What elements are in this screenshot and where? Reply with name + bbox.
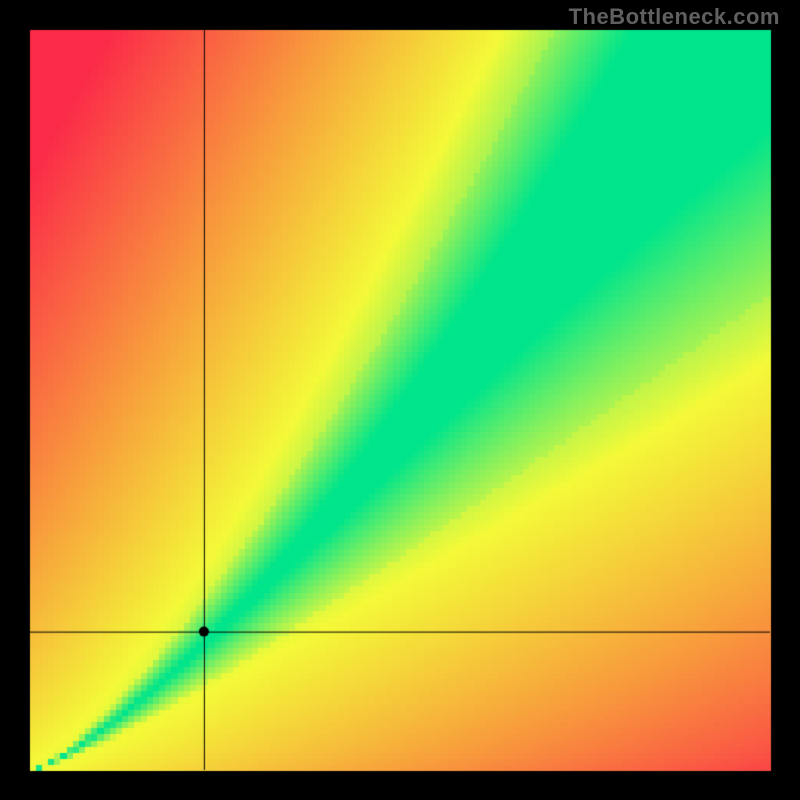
watermark-text: TheBottleneck.com (569, 4, 780, 30)
heatmap-plot (0, 0, 800, 800)
